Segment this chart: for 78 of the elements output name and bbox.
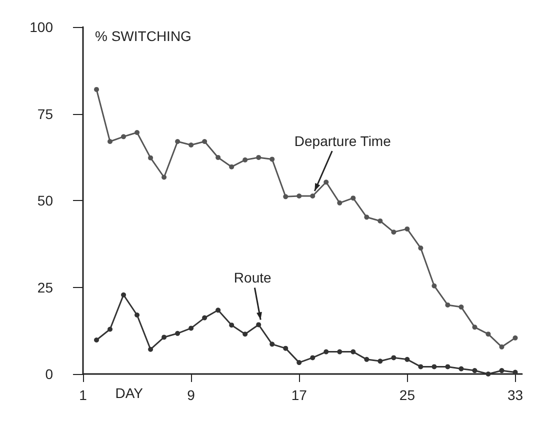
point <box>242 332 248 337</box>
point <box>486 332 491 337</box>
point <box>324 180 329 185</box>
point <box>229 164 234 170</box>
y-axis-title: % SWITCHING <box>95 28 192 44</box>
point <box>256 154 262 160</box>
point <box>283 194 288 200</box>
point <box>296 360 302 366</box>
point <box>499 344 504 350</box>
point <box>472 368 478 374</box>
point <box>229 322 234 328</box>
point <box>148 346 154 352</box>
point <box>256 322 262 328</box>
point <box>94 337 100 342</box>
point <box>175 330 180 336</box>
point <box>445 302 450 308</box>
point <box>108 326 113 332</box>
point <box>242 157 248 162</box>
point <box>512 370 518 375</box>
point <box>175 139 180 144</box>
y-tick-label: 100 <box>30 19 54 35</box>
point <box>162 174 167 180</box>
point <box>283 346 288 351</box>
point <box>337 200 342 206</box>
point <box>486 372 491 376</box>
point <box>134 312 140 318</box>
point <box>378 218 383 224</box>
point <box>108 139 113 144</box>
point <box>472 324 478 330</box>
point <box>202 315 208 320</box>
x-axis-title: DAY <box>115 385 144 401</box>
point <box>270 156 275 162</box>
y-tick-label: 75 <box>37 106 54 122</box>
point <box>404 226 410 232</box>
point <box>148 155 154 160</box>
point <box>350 349 356 354</box>
annotation: Route <box>234 270 272 286</box>
point <box>188 142 194 148</box>
point <box>296 193 302 198</box>
point <box>94 86 100 92</box>
x-tick-label: 25 <box>399 387 416 403</box>
x-tick-label: 9 <box>187 387 196 403</box>
annotation: Departure Time <box>294 132 392 149</box>
y-tick-label: 0 <box>45 366 54 382</box>
point <box>512 335 518 340</box>
point <box>310 193 316 198</box>
point <box>216 308 221 313</box>
point <box>270 342 275 347</box>
point <box>432 283 437 288</box>
point <box>391 355 396 360</box>
point <box>121 292 126 298</box>
point <box>350 196 356 201</box>
point <box>404 356 410 362</box>
point <box>458 366 464 372</box>
y-tick-label: 50 <box>37 192 54 208</box>
x-tick-label: 33 <box>507 387 524 403</box>
point <box>391 230 396 235</box>
point <box>188 326 194 331</box>
point <box>134 130 140 135</box>
point <box>499 368 504 374</box>
x-tick-label: 17 <box>291 387 308 403</box>
point <box>445 364 450 370</box>
x-tick-label: 1 <box>79 387 88 403</box>
point <box>378 358 383 364</box>
point <box>432 364 437 370</box>
point <box>216 154 221 160</box>
point <box>324 349 329 354</box>
point <box>121 134 126 140</box>
point <box>364 214 370 220</box>
point <box>418 246 424 251</box>
y-tick-label: 25 <box>37 279 54 296</box>
point <box>418 364 424 370</box>
point <box>202 139 208 144</box>
point <box>458 304 464 310</box>
point <box>162 334 167 340</box>
point <box>337 349 342 354</box>
point <box>310 355 316 360</box>
point <box>364 356 370 362</box>
